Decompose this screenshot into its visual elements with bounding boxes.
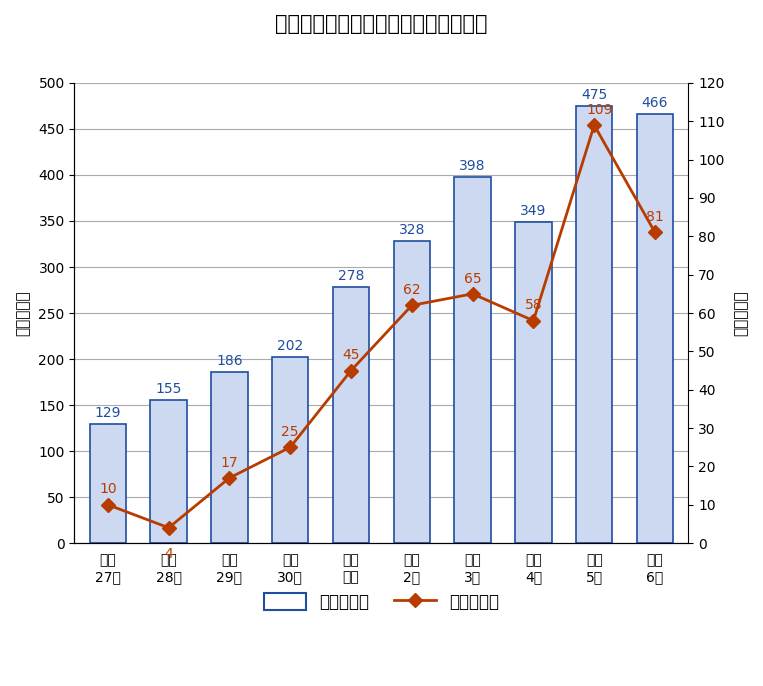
Text: 186: 186 bbox=[216, 354, 243, 368]
Text: 398: 398 bbox=[459, 158, 486, 173]
Text: 62: 62 bbox=[403, 283, 420, 297]
Text: 202: 202 bbox=[277, 339, 304, 353]
Text: 65: 65 bbox=[464, 272, 481, 285]
Bar bbox=[576, 106, 613, 543]
Text: 328: 328 bbox=[398, 223, 425, 237]
Bar bbox=[150, 401, 187, 543]
Text: 10: 10 bbox=[99, 482, 117, 497]
Y-axis label: 少年（人）: 少年（人） bbox=[733, 290, 748, 336]
Text: 278: 278 bbox=[338, 269, 364, 283]
Text: 4: 4 bbox=[164, 547, 173, 561]
Text: 25: 25 bbox=[282, 425, 299, 439]
Bar bbox=[211, 372, 248, 543]
Bar bbox=[455, 177, 491, 543]
Y-axis label: 全体（人）: 全体（人） bbox=[15, 290, 30, 336]
Text: 466: 466 bbox=[642, 96, 668, 110]
Bar bbox=[272, 357, 308, 543]
Bar bbox=[637, 115, 673, 543]
Bar bbox=[333, 287, 369, 543]
Text: 475: 475 bbox=[581, 88, 607, 102]
Text: 155: 155 bbox=[156, 382, 182, 397]
Text: 109: 109 bbox=[587, 103, 613, 117]
Bar bbox=[394, 241, 430, 543]
Text: 17: 17 bbox=[221, 456, 238, 470]
Text: 349: 349 bbox=[520, 204, 546, 217]
Text: 福岡県の大麻事犯検挙者数の年次推移: 福岡県の大麻事犯検挙者数の年次推移 bbox=[275, 14, 488, 34]
Bar bbox=[89, 425, 126, 543]
Text: 58: 58 bbox=[525, 298, 542, 312]
Text: 45: 45 bbox=[343, 348, 360, 362]
Text: 81: 81 bbox=[646, 210, 664, 224]
Text: 129: 129 bbox=[95, 406, 121, 421]
Legend: 全体（人）, 少年（人）: 全体（人）, 少年（人） bbox=[257, 586, 506, 617]
Bar bbox=[515, 222, 552, 543]
